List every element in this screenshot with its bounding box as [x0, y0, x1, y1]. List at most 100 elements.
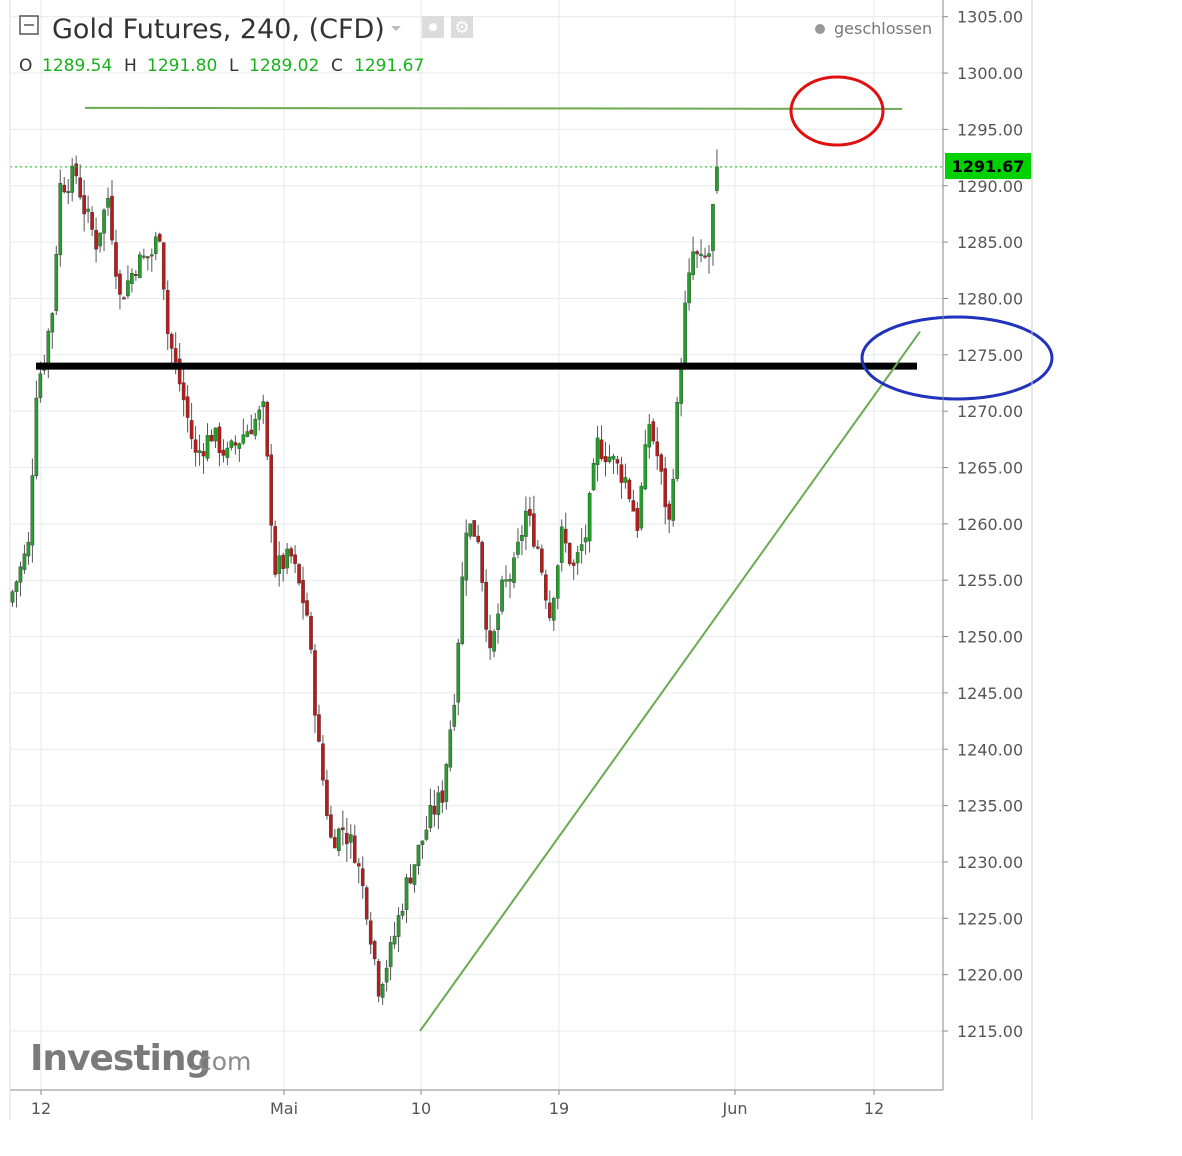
candle-up: [241, 434, 246, 444]
ohlc-open-value: 1289.54: [42, 56, 112, 76]
candle-up: [607, 456, 612, 462]
candle-up: [436, 792, 441, 816]
candle-down: [548, 602, 552, 619]
candle-up: [384, 967, 389, 983]
blue-circle-annotation: [860, 315, 1054, 401]
candle-down: [82, 195, 86, 215]
candle-up: [444, 764, 449, 802]
y-axis[interactable]: 1215.00 1220.00 1225.00 1230.00 1235.00 1240.…: [943, 8, 1023, 1041]
candle-up: [508, 579, 512, 582]
ohlc-open-key: O: [19, 56, 32, 76]
candle-up: [587, 492, 592, 542]
candle-up: [253, 419, 258, 436]
candle-up: [229, 440, 234, 448]
candle-up: [424, 829, 429, 840]
candle-down: [217, 426, 222, 453]
candle-down: [134, 274, 138, 276]
candle-down: [62, 184, 67, 193]
candle-up: [468, 523, 473, 537]
candle-up: [412, 864, 417, 885]
ohlc-low-key: L: [229, 56, 239, 76]
candle-up: [349, 834, 353, 843]
resistance-line: [84, 106, 903, 110]
candle-up: [671, 479, 675, 521]
candle-down: [488, 630, 492, 649]
candle-down: [631, 500, 636, 512]
candle-down: [356, 863, 361, 867]
candle-up: [245, 431, 250, 437]
ohlc-high-key: H: [124, 56, 137, 76]
ohlc-low-value: 1289.02: [249, 56, 319, 76]
candle-up: [456, 642, 461, 703]
y-tick-label: 1240.00: [957, 740, 1023, 759]
candle-down: [480, 541, 484, 583]
status-dot: [815, 24, 825, 34]
candle-up: [50, 313, 55, 333]
candle-up: [58, 182, 63, 256]
candle-up: [687, 272, 691, 304]
candle-down: [440, 790, 445, 803]
candle-up: [225, 447, 230, 458]
chart-title: Gold Futures, 240, (CFD): [52, 14, 385, 45]
y-tick-label: 1250.00: [957, 628, 1023, 647]
candle-up: [492, 631, 496, 652]
candle-down: [476, 535, 480, 543]
candle-up: [197, 450, 202, 454]
candle-down: [329, 814, 333, 838]
plot-area: [10, 0, 943, 1090]
candle-down: [305, 600, 309, 616]
y-tick-label: 1300.00: [957, 64, 1023, 83]
candle-down: [667, 503, 671, 520]
candle-up: [643, 444, 648, 490]
y-tick-label: 1255.00: [957, 571, 1023, 590]
y-tick-label: 1225.00: [957, 909, 1023, 928]
candle-down: [333, 837, 337, 849]
candle-up: [715, 166, 719, 191]
candle-up: [428, 805, 433, 829]
candle-down: [309, 616, 313, 650]
candle-down: [90, 211, 94, 230]
candle-up: [392, 935, 397, 945]
x-axis[interactable]: 12 Mai 10 19 Jun 12: [31, 1090, 884, 1118]
candle-up: [504, 579, 508, 582]
candle-down: [627, 479, 632, 500]
candle-down: [472, 520, 476, 537]
candle-down: [325, 779, 329, 816]
y-tick-label: 1265.00: [957, 459, 1023, 478]
candle-up: [595, 437, 600, 465]
candles: [10, 149, 719, 1005]
gear-icon[interactable]: [451, 16, 473, 38]
candle-up: [679, 369, 683, 404]
candle-down: [293, 554, 297, 564]
candle-down: [169, 334, 174, 349]
candle-down: [221, 449, 226, 456]
candle-up: [142, 255, 146, 258]
y-tick-label: 1230.00: [957, 853, 1023, 872]
candle-up: [464, 532, 469, 581]
dropdown-arrow-icon[interactable]: [391, 26, 401, 31]
candle-up: [86, 208, 90, 212]
candle-up: [448, 729, 453, 768]
x-tick-label: 10: [411, 1099, 431, 1118]
y-tick-label: 1215.00: [957, 1022, 1023, 1041]
candle-up: [18, 566, 23, 583]
y-tick-label: 1305.00: [957, 8, 1023, 27]
candle-down: [193, 439, 198, 453]
candle-down: [663, 468, 668, 508]
candle-up: [575, 552, 580, 564]
candle-up: [623, 477, 628, 483]
candle-down: [269, 454, 274, 526]
candle-up: [54, 254, 59, 311]
candle-up: [277, 555, 281, 574]
logo-suffix: .com: [190, 1047, 251, 1076]
candle-up: [416, 844, 421, 866]
candle-down: [233, 442, 238, 446]
last-price-text: 1291.67: [952, 157, 1025, 176]
legend-header: Gold Futures, 240, (CFD) ⚙ geschlossen O…: [19, 14, 932, 76]
trendline: [419, 330, 921, 1032]
candle-down: [540, 548, 544, 573]
y-tick-label: 1260.00: [957, 515, 1023, 534]
y-tick-label: 1245.00: [957, 684, 1023, 703]
candle-down: [74, 163, 78, 177]
